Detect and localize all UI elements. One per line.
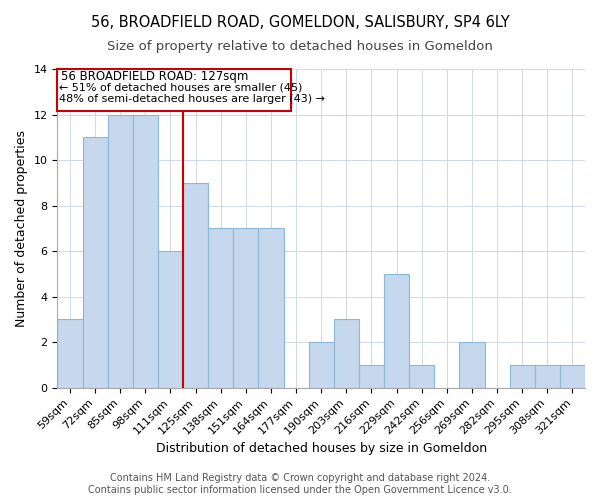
Bar (133, 114, 158, 388)
Bar (233, 228, 259, 388)
Bar (208, 228, 233, 388)
Text: 56, BROADFIELD ROAD, GOMELDON, SALISBURY, SP4 6LY: 56, BROADFIELD ROAD, GOMELDON, SALISBURY… (91, 15, 509, 30)
Text: ← 51% of detached houses are smaller (45): ← 51% of detached houses are smaller (45… (59, 82, 302, 92)
Bar (535, 365, 560, 388)
Bar (460, 342, 485, 388)
Text: Contains HM Land Registry data © Crown copyright and database right 2024.
Contai: Contains HM Land Registry data © Crown c… (88, 474, 512, 495)
Text: 56 BROADFIELD ROAD: 127sqm: 56 BROADFIELD ROAD: 127sqm (61, 70, 248, 83)
Bar (560, 365, 585, 388)
Bar (259, 228, 284, 388)
Text: Size of property relative to detached houses in Gomeldon: Size of property relative to detached ho… (107, 40, 493, 53)
Bar (158, 251, 183, 388)
Bar (83, 138, 107, 388)
Bar (384, 274, 409, 388)
Bar (58, 320, 83, 388)
Bar (334, 320, 359, 388)
Bar (107, 114, 133, 388)
Bar (359, 365, 384, 388)
Bar (409, 365, 434, 388)
Bar (183, 183, 208, 388)
Bar (509, 365, 535, 388)
Text: 48% of semi-detached houses are larger (43) →: 48% of semi-detached houses are larger (… (59, 94, 325, 104)
Bar (308, 342, 334, 388)
FancyBboxPatch shape (58, 69, 291, 111)
X-axis label: Distribution of detached houses by size in Gomeldon: Distribution of detached houses by size … (155, 442, 487, 455)
Y-axis label: Number of detached properties: Number of detached properties (15, 130, 28, 327)
